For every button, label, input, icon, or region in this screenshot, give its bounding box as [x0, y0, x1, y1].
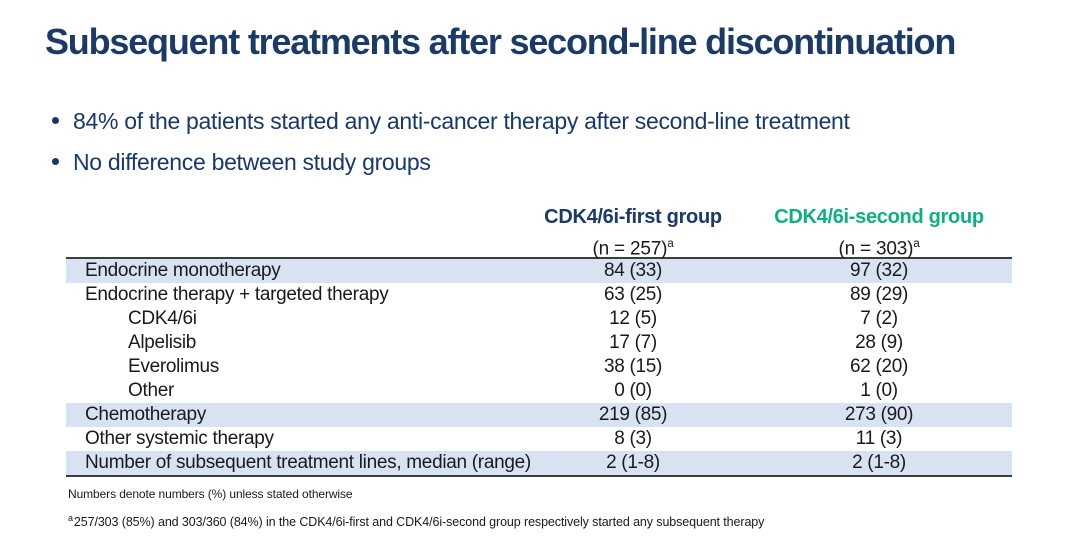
row-value-second-group: 2 (1-8) [852, 452, 906, 473]
bullet-item: 84% of the patients started any anti-can… [52, 106, 850, 136]
row-label: Other [128, 380, 175, 401]
row-value-second-group: 273 (90) [844, 404, 914, 425]
second-group-n: (n = 303)a [746, 231, 1012, 262]
table-header: CDK4/6i-first group (n = 257)a CDK4/6i-s… [66, 203, 1012, 259]
header-first-group: CDK4/6i-first group (n = 257)a [520, 203, 746, 262]
row-label: Endocrine therapy + targeted therapy [85, 284, 389, 305]
footnote-subsequent-therapy: a257/303 (85%) and 303/360 (84%) in the … [68, 513, 764, 529]
table-row: CDK4/6i 12 (5) 7 (2) [66, 307, 1012, 331]
first-group-n: (n = 257)a [520, 231, 746, 262]
table-row: Endocrine monotherapy 84 (33) 97 (32) [66, 259, 1012, 283]
second-group-label: CDK4/6i-second group [774, 206, 984, 228]
table-row: Chemotherapy 219 (85) 273 (90) [66, 403, 1012, 427]
row-value-first-group: 17 (7) [609, 332, 657, 353]
row-label: Number of subsequent treatment lines, me… [85, 452, 531, 473]
row-label: Chemotherapy [85, 404, 207, 425]
table-row: Other 0 (0) 1 (0) [66, 379, 1012, 403]
table-body: Endocrine monotherapy 84 (33) 97 (32) Endoc… [66, 259, 1012, 477]
row-value-second-group: 62 (20) [849, 356, 909, 377]
table-row: Alpelisib 17 (7) 28 (9) [66, 331, 1012, 355]
row-value-second-group: 97 (32) [849, 260, 909, 281]
row-value-first-group: 8 (3) [614, 428, 652, 449]
bullet-dot-icon [52, 117, 59, 124]
table-row: Other systemic therapy 8 (3) 11 (3) [66, 427, 1012, 451]
bullet-dot-icon [52, 158, 59, 165]
table-row: Endocrine therapy + targeted therapy 63 (… [66, 283, 1012, 307]
row-value-first-group: 12 (5) [609, 308, 657, 329]
row-value-second-group: 28 (9) [855, 332, 903, 353]
row-value-first-group: 219 (85) [598, 404, 668, 425]
row-label: Alpelisib [128, 332, 197, 353]
row-value-second-group: 89 (29) [849, 284, 909, 305]
bullet-text: 84% of the patients started any anti-can… [73, 108, 850, 134]
slide-title: Subsequent treatments after second-line … [45, 21, 956, 62]
header-spacer [66, 203, 520, 262]
footnote-marker: a [68, 513, 73, 523]
row-value-second-group: 7 (2) [860, 308, 898, 329]
row-label: CDK4/6i [128, 308, 197, 329]
first-group-n-text: (n = 257) [592, 238, 668, 260]
row-value-first-group: 84 (33) [603, 260, 663, 281]
footnote-text: 257/303 (85%) and 303/360 (84%) in the C… [73, 515, 765, 530]
second-group-footnote-marker: a [913, 237, 920, 250]
row-label: Everolimus [128, 356, 219, 377]
row-label: Other systemic therapy [85, 428, 274, 449]
footnote-numbers-note: Numbers denote numbers (%) unless stated… [68, 487, 353, 501]
row-label: Endocrine monotherapy [85, 260, 281, 281]
row-value-first-group: 2 (1-8) [606, 452, 660, 473]
table-row: Everolimus 38 (15) 62 (20) [66, 355, 1012, 379]
bullet-item: No difference between study groups [52, 147, 850, 177]
table-row: Number of subsequent treatment lines, me… [66, 451, 1012, 475]
second-group-n-text: (n = 303) [838, 238, 914, 260]
first-group-footnote-marker: a [667, 237, 674, 250]
row-value-first-group: 38 (15) [603, 356, 663, 377]
row-value-first-group: 0 (0) [614, 380, 652, 401]
bullet-text: No difference between study groups [73, 149, 431, 175]
header-second-group: CDK4/6i-second group (n = 303)a [746, 203, 1012, 262]
row-value-first-group: 63 (25) [603, 284, 663, 305]
row-value-second-group: 11 (3) [855, 428, 903, 449]
bullet-list: 84% of the patients started any anti-can… [52, 106, 850, 188]
first-group-label: CDK4/6i-first group [544, 206, 722, 228]
row-value-second-group: 1 (0) [860, 380, 898, 401]
subsequent-treatments-table: CDK4/6i-first group (n = 257)a CDK4/6i-s… [66, 203, 1012, 477]
